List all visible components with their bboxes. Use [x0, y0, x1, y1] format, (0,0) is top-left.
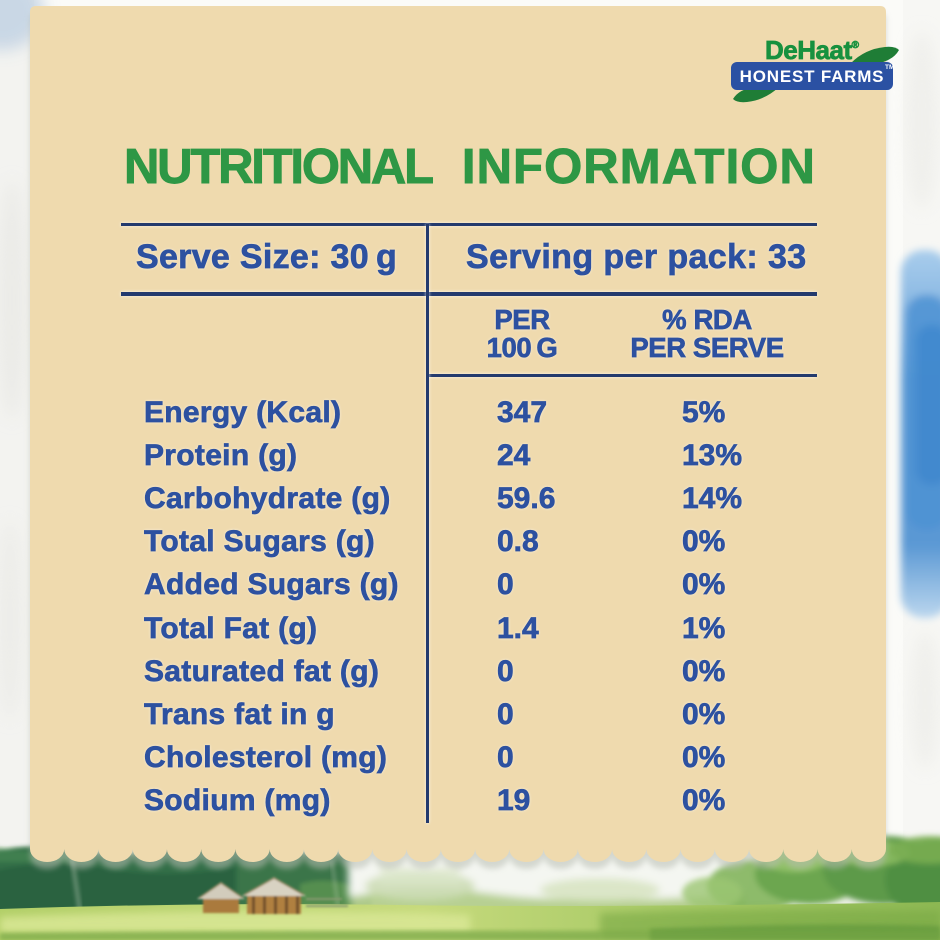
svg-text:HONEST FARMS: HONEST FARMS [740, 67, 885, 86]
svg-text:TM: TM [885, 64, 894, 71]
